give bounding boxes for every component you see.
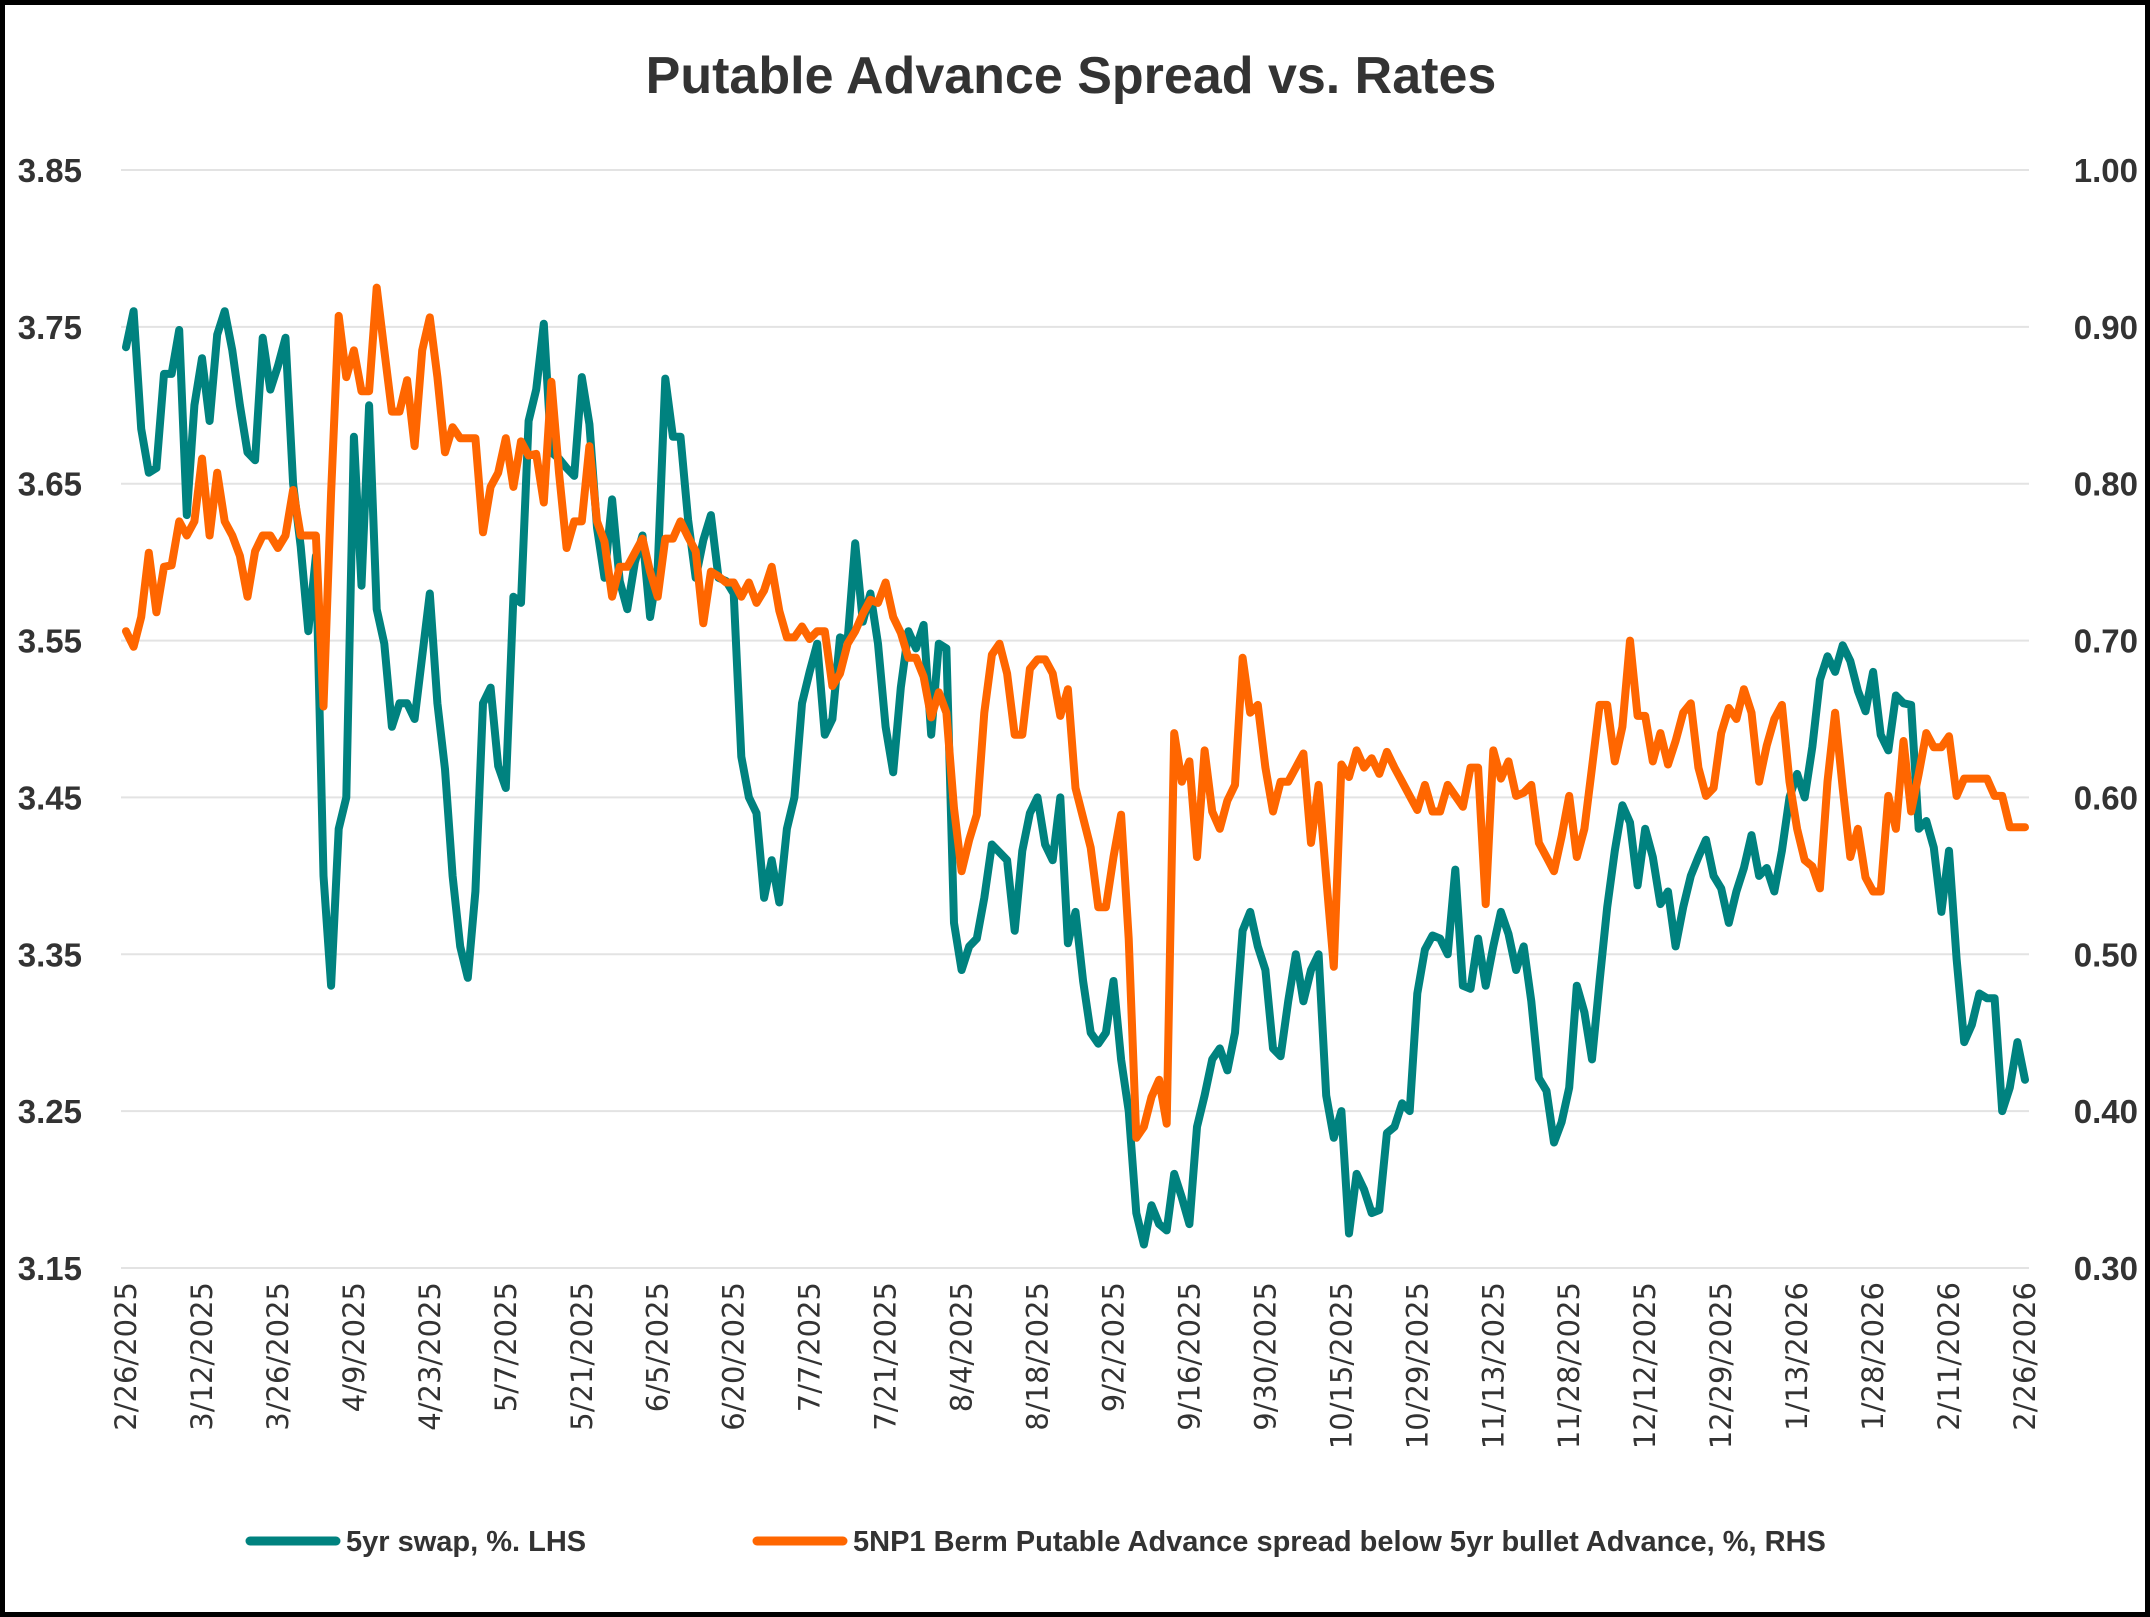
x-tick-label: 9/30/2025 (1248, 1282, 1282, 1431)
x-tick-label: 12/29/2025 (1704, 1282, 1738, 1449)
x-tick-label: 11/28/2025 (1552, 1282, 1586, 1449)
left-tick-label: 3.85 (18, 152, 82, 189)
x-tick-label: 3/12/2025 (185, 1282, 219, 1431)
legend: 5yr swap, %. LHS 5NP1 Berm Putable Advan… (245, 1526, 1826, 1558)
x-tick-label: 10/15/2025 (1324, 1282, 1358, 1449)
right-tick-label: 0.80 (2074, 466, 2138, 503)
x-tick-label: 3/26/2025 (261, 1282, 295, 1431)
x-tick-label: 8/18/2025 (1021, 1282, 1055, 1431)
series-line-spread (122, 283, 2029, 1142)
x-tick-label: 4/23/2025 (413, 1282, 447, 1431)
x-tick-label: 9/16/2025 (1172, 1282, 1206, 1431)
left-tick-label: 3.35 (18, 936, 82, 973)
x-tick-label: 9/2/2025 (1096, 1282, 1130, 1412)
x-tick-label: 2/26/2025 (109, 1282, 143, 1431)
x-tick-label: 6/5/2025 (641, 1282, 675, 1412)
x-tick-label: 1/13/2026 (1780, 1282, 1814, 1431)
legend-label-swap: 5yr swap, %. LHS (346, 1526, 586, 1558)
right-axis-ticks: 1.00 0.90 0.80 0.70 0.60 0.50 0.40 0.30 (2074, 152, 2138, 1287)
right-tick-label: 0.90 (2074, 309, 2138, 346)
x-tick-label: 12/12/2025 (1628, 1282, 1662, 1449)
left-tick-label: 3.65 (18, 466, 82, 503)
right-tick-label: 0.30 (2074, 1250, 2138, 1287)
right-tick-label: 0.40 (2074, 1093, 2138, 1130)
x-tick-label: 2/11/2026 (1932, 1282, 1966, 1431)
left-tick-label: 3.15 (18, 1250, 82, 1287)
series-line-swap (122, 307, 2029, 1249)
x-tick-label: 2/26/2026 (2008, 1282, 2042, 1431)
x-tick-label: 7/21/2025 (869, 1282, 903, 1431)
right-tick-label: 0.50 (2074, 936, 2138, 973)
left-axis-ticks: 3.85 3.75 3.65 3.55 3.45 3.35 3.25 3.15 (18, 152, 82, 1287)
x-axis-ticks: 2/26/2025 3/12/2025 3/26/2025 4/9/2025 4/23/… (109, 1282, 2042, 1449)
legend-label-spread: 5NP1 Berm Putable Advance spread below 5… (853, 1526, 1826, 1558)
x-tick-label: 4/9/2025 (337, 1282, 371, 1412)
gridlines (121, 169, 2029, 1269)
series-lines (122, 283, 2029, 1249)
x-tick-label: 5/21/2025 (565, 1282, 599, 1431)
right-tick-label: 0.60 (2074, 779, 2138, 816)
left-tick-label: 3.55 (18, 623, 82, 660)
x-tick-label: 5/7/2025 (489, 1282, 523, 1412)
x-tick-label: 8/4/2025 (945, 1282, 979, 1412)
right-tick-label: 0.70 (2074, 623, 2138, 660)
right-tick-label: 1.00 (2074, 152, 2138, 189)
left-tick-label: 3.45 (18, 779, 82, 816)
left-tick-label: 3.75 (18, 309, 82, 346)
chart-title: Putable Advance Spread vs. Rates (646, 47, 1497, 105)
x-tick-label: 7/7/2025 (793, 1282, 827, 1412)
x-tick-label: 11/13/2025 (1476, 1282, 1510, 1449)
x-tick-label: 6/20/2025 (717, 1282, 751, 1431)
x-tick-label: 1/28/2026 (1856, 1282, 1890, 1431)
x-tick-label: 10/29/2025 (1400, 1282, 1434, 1449)
left-tick-label: 3.25 (18, 1093, 82, 1130)
